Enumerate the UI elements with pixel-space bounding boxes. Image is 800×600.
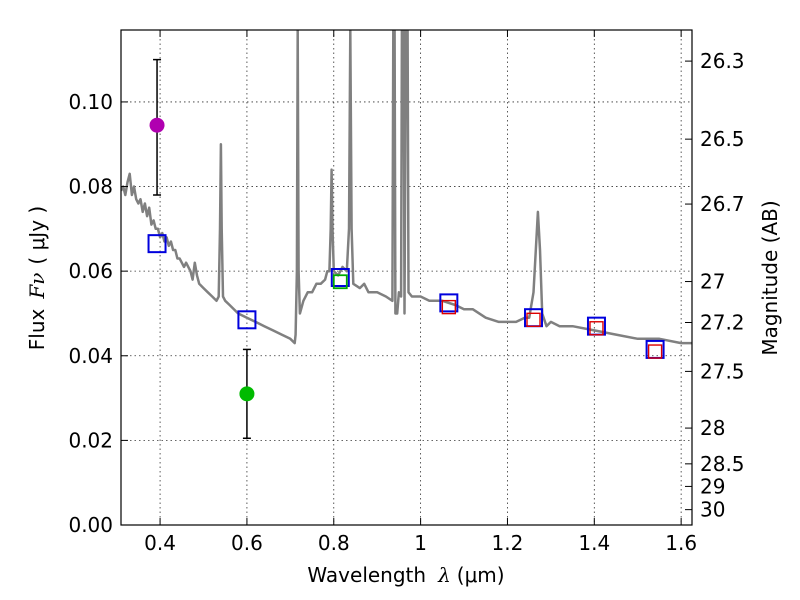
y2-tick-label: 28.5 (700, 452, 745, 476)
y2-tick-label: 26.7 (700, 192, 745, 216)
red-square-marker (589, 321, 604, 336)
axes-frame (120, 29, 693, 526)
grid (121, 30, 692, 526)
x-axis-label: Wavelength λ (μm) (307, 563, 504, 587)
y-tick-label: 0.02 (68, 428, 113, 452)
blue-square-marker (147, 234, 167, 254)
observed-point-purple (149, 117, 165, 133)
y2-tick-label: 26.3 (700, 49, 745, 73)
y-tick-label: 0.00 (68, 513, 113, 537)
y2-tick-label: 27.5 (700, 359, 745, 383)
red-square-marker (441, 299, 457, 315)
blue-square-marker (237, 310, 257, 330)
green-square-marker (332, 274, 348, 290)
x-tick-label: 0.6 (231, 531, 263, 555)
y-tick-label: 0.06 (68, 259, 113, 283)
x-tick-label: 1.6 (665, 531, 697, 555)
y2-tick-label: 29 (700, 474, 725, 498)
observed-point-purple-group (149, 58, 165, 196)
x-tick-label: 0.8 (318, 531, 350, 555)
axis-ticks: 0.4 0.6 0.8 1 1.2 1.4 1.6 0.00 0.02 0.04 0.06 0.08 0… (68, 30, 745, 555)
red-square-marker (647, 344, 663, 359)
y-tick-label: 0.08 (68, 175, 113, 199)
observed-point-green-group (239, 348, 255, 440)
y2-axis-label: Magnitude (AB) (758, 200, 782, 355)
y2-tick-label: 27 (700, 270, 725, 294)
blue-square-marker (330, 268, 350, 287)
red-square-marker (526, 312, 541, 328)
observed-point-green (239, 386, 255, 402)
x-tick-label: 0.4 (144, 531, 176, 555)
blue-square-marker (439, 293, 459, 313)
y-tick-label: 0.10 (68, 90, 113, 114)
y2-tick-label: 27.2 (700, 311, 745, 335)
y-tick-label: 0.04 (68, 344, 113, 368)
y2-tick-label: 26.5 (700, 127, 745, 151)
x-tick-label: 1.4 (578, 531, 610, 555)
plot-area (121, 30, 692, 440)
y2-tick-label: 30 (700, 498, 725, 522)
x-tick-label: 1.2 (492, 531, 524, 555)
y2-tick-label: 28 (700, 416, 725, 440)
y-axis-label: FluxFν( μJy ) (25, 206, 49, 350)
x-tick-label: 1 (414, 531, 427, 555)
